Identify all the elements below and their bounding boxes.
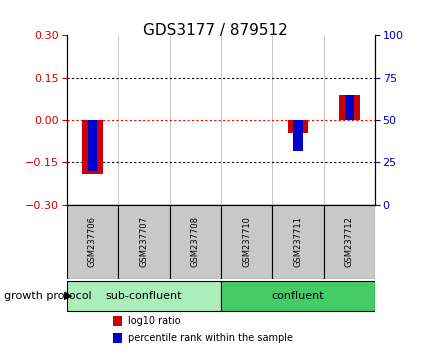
Bar <box>287 120 307 133</box>
Text: GSM237711: GSM237711 <box>293 217 302 267</box>
Bar <box>272 205 323 279</box>
Text: GSM237712: GSM237712 <box>344 217 353 267</box>
Bar <box>293 120 302 150</box>
Bar <box>67 281 221 312</box>
Bar <box>220 281 374 312</box>
Bar <box>220 205 272 279</box>
Bar <box>169 205 220 279</box>
Text: confluent: confluent <box>271 291 323 301</box>
Bar <box>338 95 359 120</box>
Text: GSM237710: GSM237710 <box>242 217 251 267</box>
Text: growth protocol: growth protocol <box>4 291 92 301</box>
Text: percentile rank within the sample: percentile rank within the sample <box>128 333 293 343</box>
Text: GSM237706: GSM237706 <box>88 216 97 268</box>
Bar <box>323 205 374 279</box>
Text: sub-confluent: sub-confluent <box>105 291 181 301</box>
Bar <box>113 316 122 326</box>
Bar <box>67 205 118 279</box>
Bar <box>82 120 102 174</box>
Bar <box>118 205 169 279</box>
Text: GSM237708: GSM237708 <box>190 216 199 268</box>
Text: log10 ratio: log10 ratio <box>128 316 181 326</box>
Text: ▶: ▶ <box>64 291 72 301</box>
Bar <box>88 120 97 171</box>
Text: GDS3177 / 879512: GDS3177 / 879512 <box>143 23 287 38</box>
Text: GSM237707: GSM237707 <box>139 216 148 268</box>
Bar <box>113 333 122 343</box>
Bar <box>344 95 353 120</box>
